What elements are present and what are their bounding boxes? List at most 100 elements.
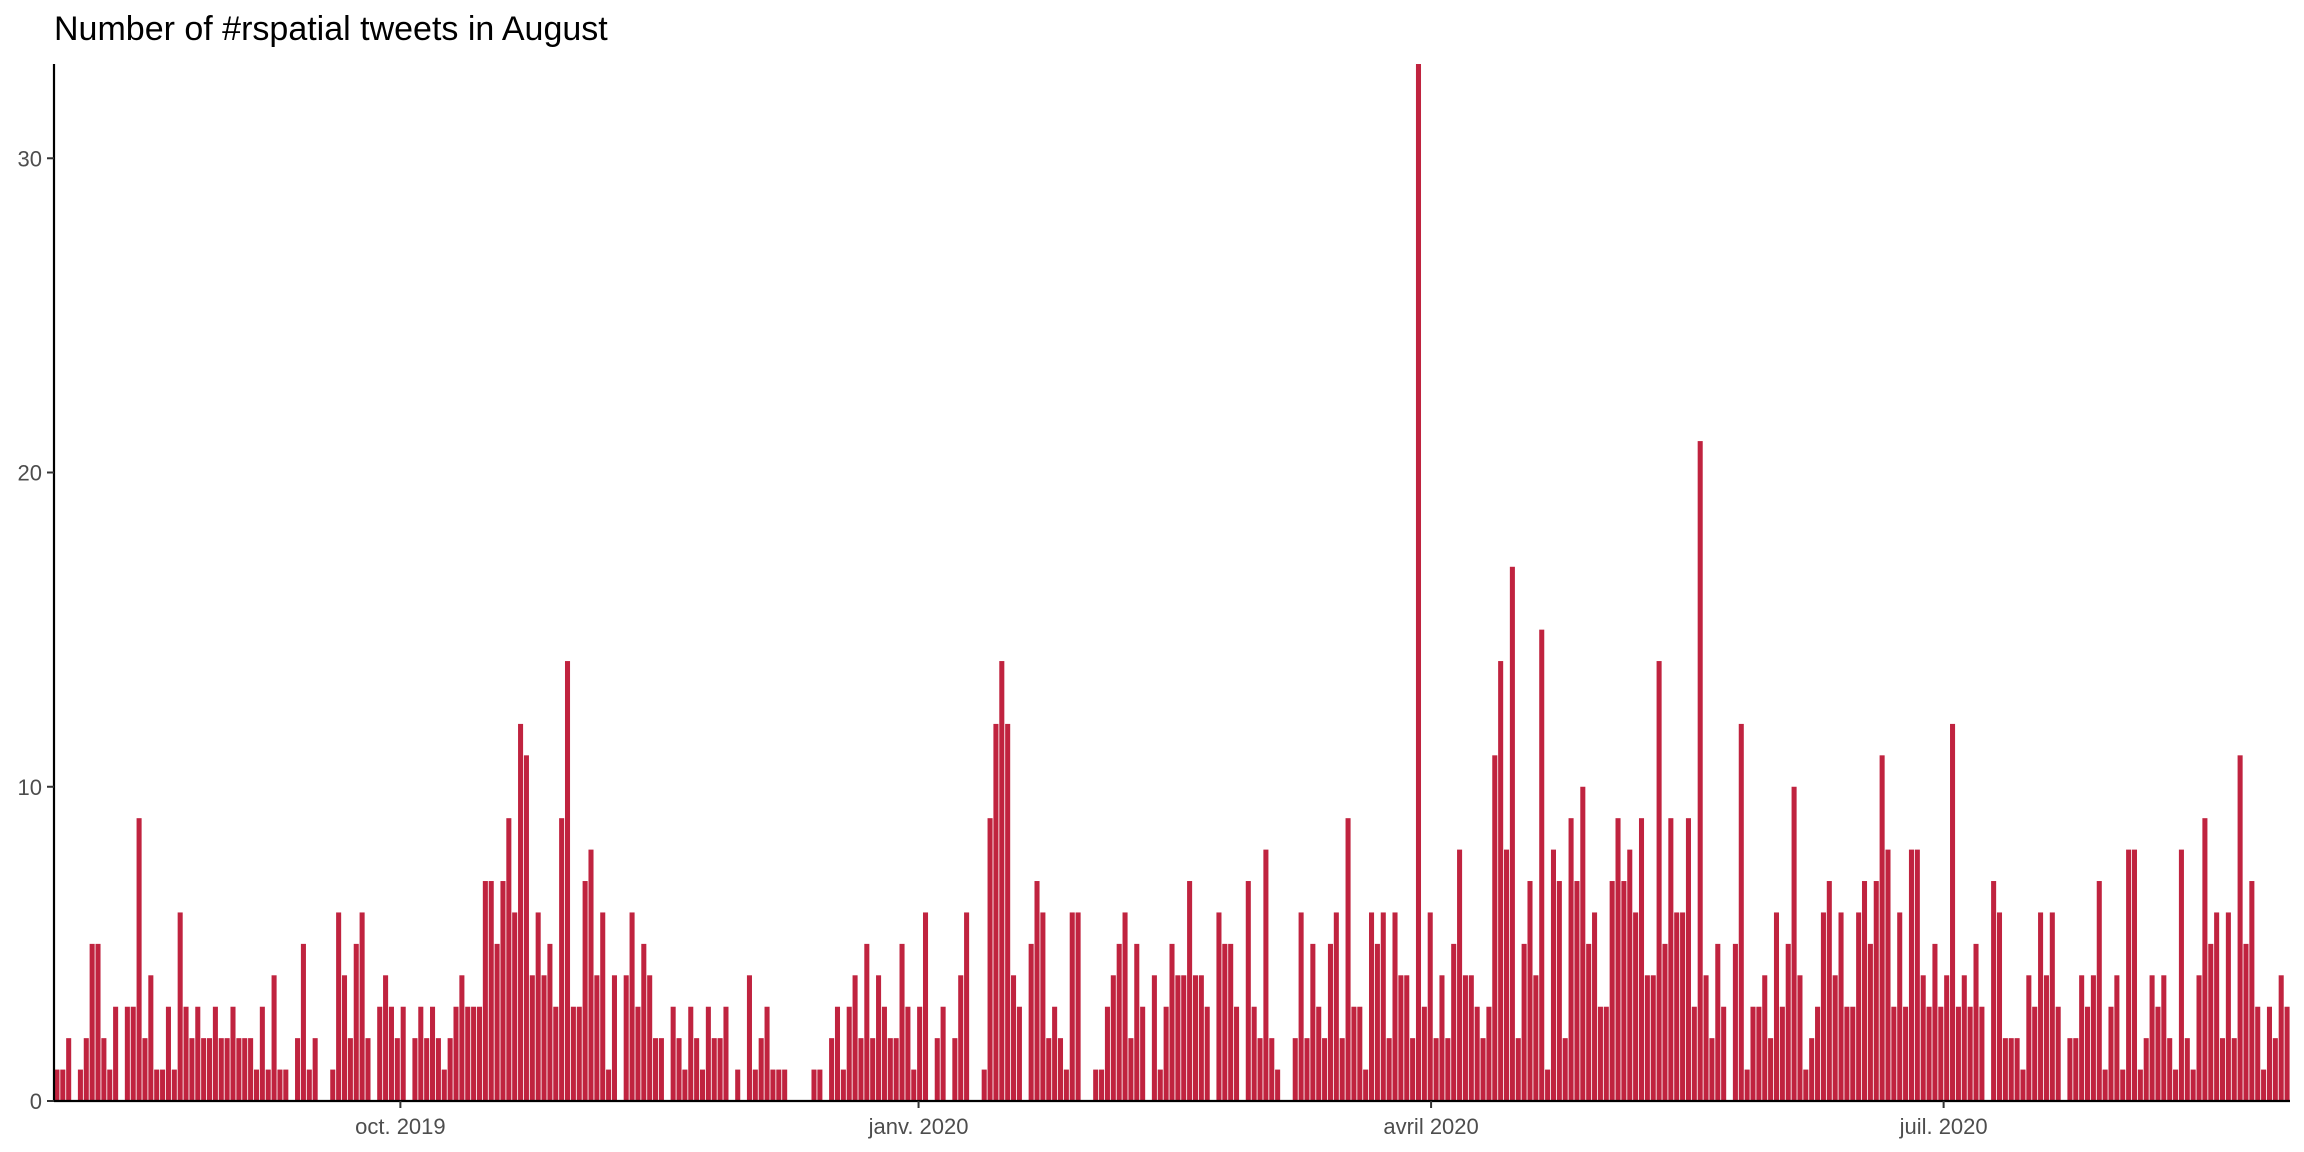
bar — [905, 1006, 911, 1101]
bar — [1069, 912, 1075, 1101]
bar — [347, 1038, 353, 1101]
bar — [471, 1006, 477, 1101]
bar — [1468, 975, 1474, 1101]
bar — [1228, 943, 1234, 1101]
bar — [1457, 849, 1463, 1101]
bar — [476, 1006, 483, 1101]
bar — [95, 943, 101, 1101]
bar — [1216, 912, 1222, 1101]
bar — [265, 1069, 271, 1101]
bar — [1363, 1069, 1369, 1101]
bar — [1703, 975, 1709, 1101]
bar — [2143, 1038, 2149, 1101]
bar — [160, 1069, 166, 1101]
bar — [1192, 975, 1198, 1101]
bar — [770, 1069, 776, 1101]
bar — [1574, 881, 1580, 1101]
bar — [453, 1006, 459, 1101]
bars-group — [54, 64, 2290, 1102]
bar — [870, 1038, 876, 1101]
bar — [1756, 1006, 1762, 1101]
bar — [283, 1069, 289, 1101]
bar — [1327, 943, 1333, 1101]
bar — [230, 1006, 236, 1101]
bar — [1351, 1006, 1357, 1101]
bar — [817, 1069, 823, 1101]
bar — [1369, 912, 1375, 1101]
bar — [858, 1038, 864, 1101]
bar — [1275, 1069, 1281, 1101]
bar — [1615, 818, 1621, 1101]
y-tick-label: 20 — [18, 461, 42, 486]
bar — [1926, 1006, 1932, 1101]
bar — [2008, 1038, 2014, 1101]
bar — [142, 1038, 148, 1101]
bar — [171, 1069, 177, 1101]
bar — [735, 1069, 741, 1101]
bar — [864, 943, 870, 1101]
bar — [829, 1038, 835, 1101]
bar — [840, 1069, 846, 1101]
bar — [89, 943, 95, 1101]
bar — [1292, 1038, 1298, 1101]
bar — [1762, 975, 1768, 1101]
bar — [353, 943, 359, 1101]
bar — [1644, 975, 1650, 1101]
bar — [1034, 881, 1040, 1101]
bar — [1856, 912, 1862, 1101]
bar — [653, 1038, 659, 1101]
bar — [723, 1006, 729, 1101]
bar — [1709, 1038, 1715, 1101]
bar — [1550, 849, 1556, 1101]
bar — [541, 975, 547, 1101]
bar — [1515, 1038, 1521, 1101]
bar — [2079, 975, 2085, 1101]
x-tick-label: avril 2020 — [1383, 1114, 1478, 1139]
bar — [1245, 881, 1251, 1101]
bar — [2272, 1038, 2278, 1101]
bar — [887, 1038, 893, 1101]
bar — [1181, 975, 1187, 1101]
bar — [1861, 881, 1868, 1101]
bar — [2067, 1038, 2073, 1101]
bar — [1198, 975, 1204, 1101]
bar — [582, 881, 588, 1101]
bar — [2161, 975, 2167, 1101]
bar — [911, 1069, 917, 1101]
bar — [2020, 1069, 2026, 1101]
bar — [594, 975, 600, 1101]
bar — [1568, 818, 1574, 1101]
bar — [1257, 1038, 1263, 1101]
bar — [447, 1038, 453, 1101]
bar — [1820, 912, 1826, 1101]
bar — [1392, 912, 1398, 1101]
bar — [1627, 849, 1633, 1101]
bar — [1903, 1006, 1909, 1101]
bar — [893, 1038, 899, 1101]
bar — [1099, 1069, 1105, 1101]
bar — [1633, 912, 1639, 1101]
bar — [1122, 912, 1128, 1101]
bar — [2114, 975, 2120, 1101]
bar — [606, 1069, 612, 1101]
bar — [177, 912, 183, 1101]
bar — [336, 912, 342, 1101]
x-tick-label: janv. 2020 — [868, 1114, 969, 1139]
bar — [253, 1069, 259, 1101]
bar — [846, 1006, 852, 1101]
bar — [1580, 786, 1586, 1101]
bar — [124, 1006, 130, 1101]
bar — [1873, 881, 1879, 1101]
bar — [1380, 912, 1386, 1101]
bar — [1603, 1006, 1609, 1101]
bar — [2102, 1069, 2108, 1101]
bar — [359, 912, 365, 1101]
bar — [1668, 818, 1674, 1101]
bar — [1075, 912, 1081, 1101]
bar — [2243, 943, 2249, 1101]
bar — [1973, 943, 1979, 1101]
bar — [60, 1069, 66, 1101]
bar — [547, 943, 553, 1101]
bar — [1967, 1006, 1973, 1101]
bar — [1562, 1038, 1568, 1101]
